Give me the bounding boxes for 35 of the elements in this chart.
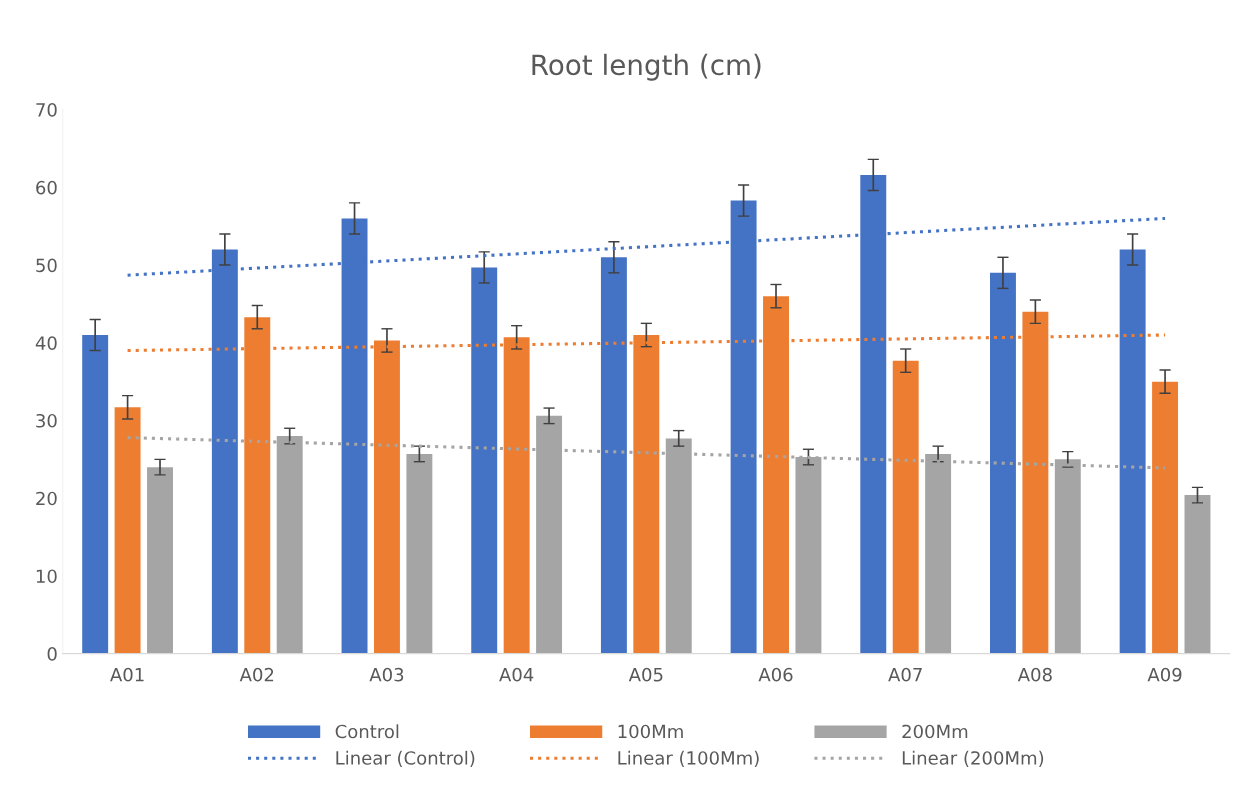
x-tick-label: A02 [239,667,274,682]
bar [989,272,1016,654]
y-tick-label: 30 [36,413,57,428]
legend-label: Linear (Control) [336,750,475,767]
bar [82,335,109,654]
x-tick-label: A01 [110,667,144,682]
chart-title: Root length (cm) [532,53,761,81]
bar [892,360,919,654]
bar [114,407,141,654]
x-tick-label: A04 [499,667,534,682]
y-tick-label: 40 [35,336,57,350]
bar [471,267,498,654]
y-tick-label: 60 [36,180,57,195]
x-tick-label: A06 [758,667,793,682]
y-tick-label: 50 [36,258,57,273]
legend-label: 100Mm [618,724,683,739]
y-tick-label: 0 [47,647,57,661]
x-tick-label: A05 [628,667,663,682]
bar [147,467,173,654]
x-tick-label: A09 [1147,667,1182,682]
y-tick-label: 20 [36,491,57,506]
bar [1184,495,1211,654]
bar [600,257,627,654]
x-tick-label: A07 [888,667,922,682]
x-tick-label: A03 [369,667,404,682]
x-tick-label: A08 [1017,667,1052,682]
legend-label: Control [335,724,399,739]
y-tick-label: 10 [36,569,57,584]
bar [406,453,433,654]
bar [1152,381,1179,654]
legend-label: 200Mm [902,724,968,739]
y-tick-label: 70 [36,103,57,117]
legend-label: Linear (100Mm) [618,750,759,767]
legend-label: Linear (200Mm) [902,750,1044,767]
bar [1119,249,1146,654]
